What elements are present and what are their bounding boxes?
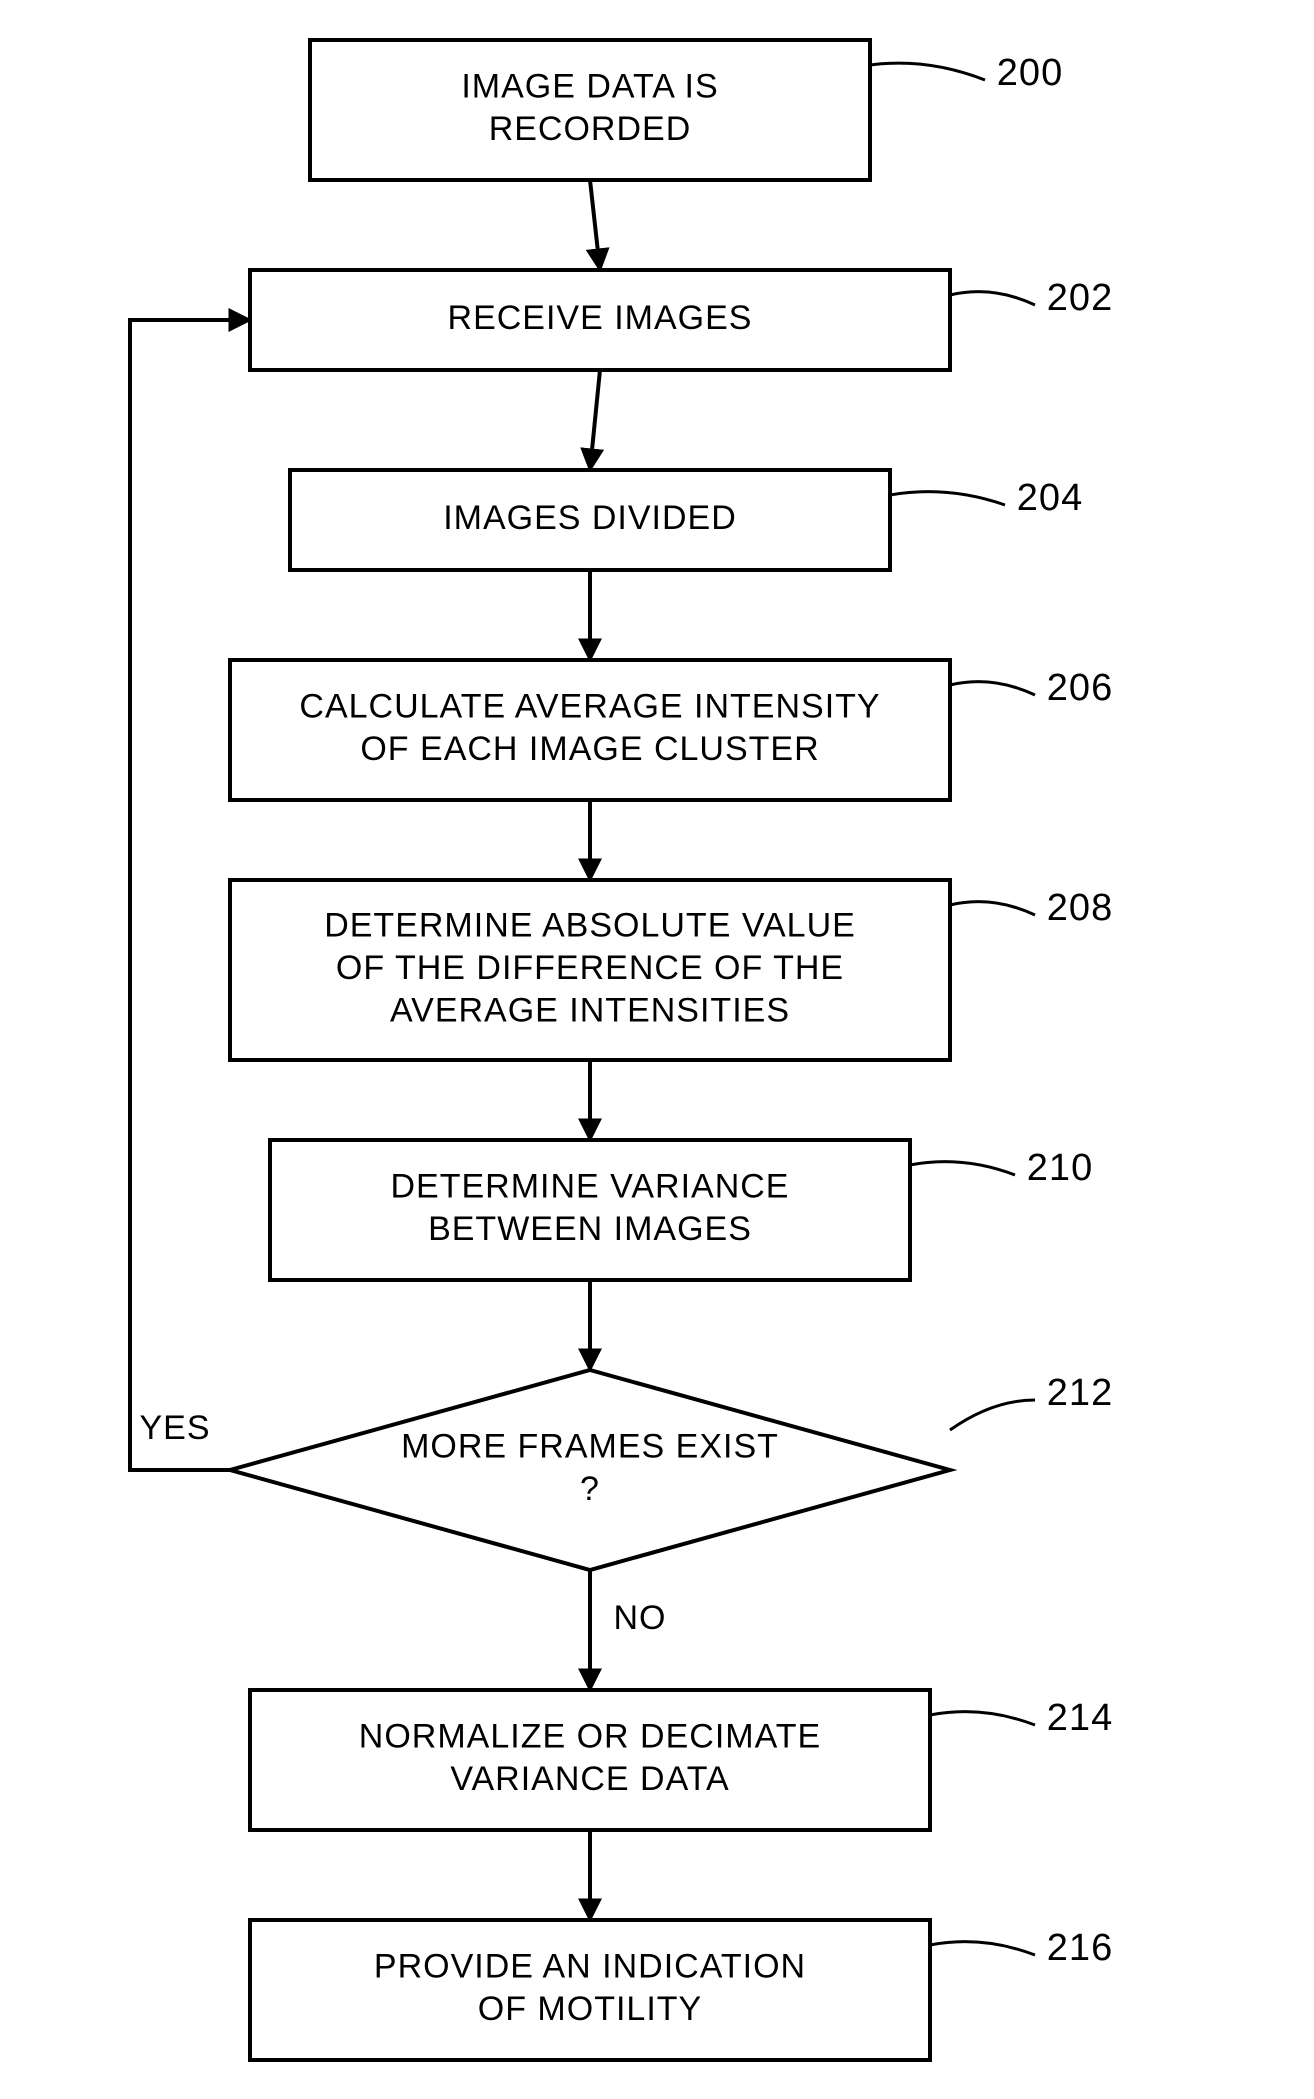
- reference-leader: [930, 1712, 1035, 1725]
- node-label: RECORDED: [489, 110, 692, 148]
- reference-number: 202: [1047, 277, 1113, 319]
- flow-arrow: [590, 370, 600, 470]
- edge-label: YES: [139, 1409, 210, 1447]
- node-label: NORMALIZE OR DECIMATE: [359, 1718, 821, 1756]
- reference-leader: [870, 63, 985, 80]
- node-label: AVERAGE INTENSITIES: [390, 991, 790, 1029]
- reference-leader: [950, 292, 1035, 305]
- reference-leader: [950, 902, 1035, 915]
- node-label: BETWEEN IMAGES: [428, 1210, 752, 1248]
- reference-number: 204: [1017, 477, 1083, 519]
- node-label: DETERMINE ABSOLUTE VALUE: [324, 906, 856, 944]
- node-label: OF EACH IMAGE CLUSTER: [360, 730, 819, 768]
- node-label: MORE FRAMES EXIST: [401, 1428, 779, 1466]
- reference-leader: [890, 492, 1005, 505]
- reference-leader: [910, 1162, 1015, 1175]
- reference-leader: [950, 682, 1035, 695]
- reference-leader: [930, 1942, 1035, 1955]
- edge-label: NO: [614, 1599, 667, 1637]
- node-label: ?: [580, 1470, 600, 1508]
- node-label: IMAGE DATA IS: [461, 68, 718, 106]
- node-label: RECEIVE IMAGES: [448, 299, 753, 337]
- node-label: CALCULATE AVERAGE INTENSITY: [299, 688, 880, 726]
- node-label: DETERMINE VARIANCE: [391, 1168, 790, 1206]
- reference-number: 214: [1047, 1697, 1113, 1739]
- reference-number: 216: [1047, 1927, 1113, 1969]
- reference-number: 208: [1047, 887, 1113, 929]
- node-label: OF MOTILITY: [478, 1990, 702, 2028]
- reference-number: 200: [997, 52, 1063, 94]
- node-label: IMAGES DIVIDED: [443, 499, 737, 537]
- reference-number: 210: [1027, 1147, 1093, 1189]
- reference-number: 206: [1047, 667, 1113, 709]
- reference-leader: [950, 1400, 1035, 1430]
- node-label: PROVIDE AN INDICATION: [374, 1948, 806, 1986]
- node-label: VARIANCE DATA: [450, 1760, 729, 1798]
- node-label: OF THE DIFFERENCE OF THE: [336, 949, 844, 987]
- reference-number: 212: [1047, 1372, 1113, 1414]
- flow-arrow: [590, 180, 600, 270]
